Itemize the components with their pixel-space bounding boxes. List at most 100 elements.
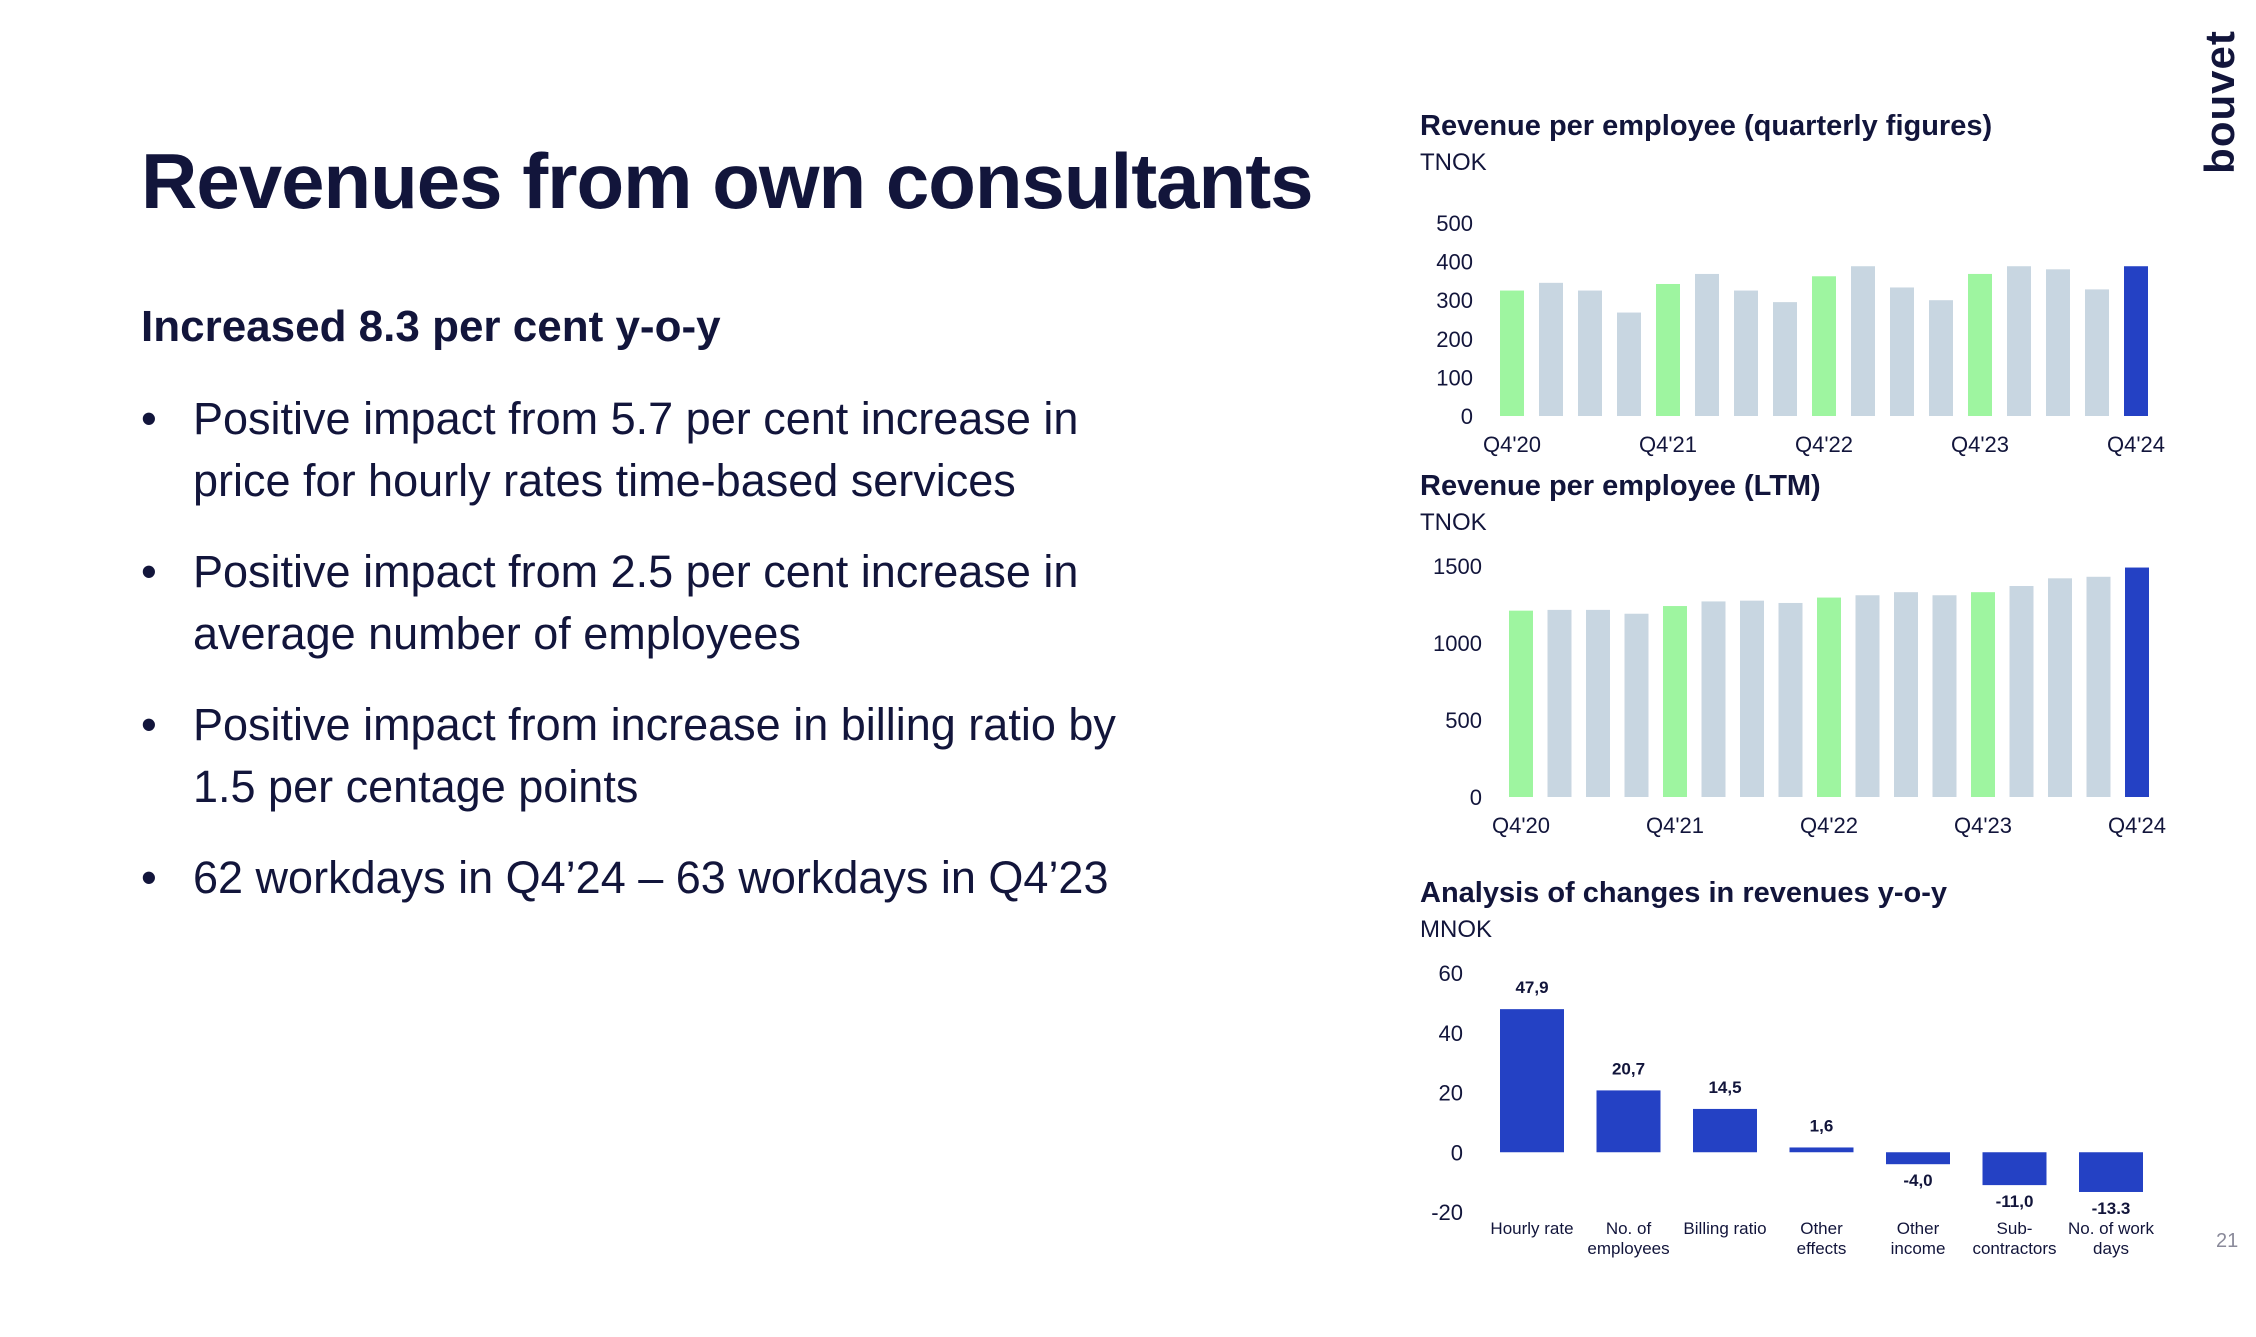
quarterly-bar-chart: 0 100 200 300 400 500 Q4'20 Q4'21 Q4'22 Q4'23 Q4'2… (1436, 211, 2165, 457)
bar (1812, 276, 1836, 416)
data-label: -4,0 (1903, 1171, 1932, 1190)
bullet-item: • Positive impact from increase in billin… (141, 694, 1141, 818)
x-tick-label: Q4'20 (1483, 432, 1541, 457)
x-tick-label: Q4'22 (1800, 813, 1858, 838)
x-tick-label: No. of (1606, 1219, 1652, 1238)
bullet-marker: • (141, 393, 157, 444)
bar (2007, 266, 2031, 416)
ltm-revenue-chart: Revenue per employee (LTM) TNOK 0 500 1000… (1420, 470, 2220, 838)
page-title: Revenues from own consultants (141, 137, 1314, 225)
quarterly-revenue-chart: Revenue per employee (quarterly figures)… (1420, 110, 2220, 457)
bar (1578, 290, 1602, 416)
data-label: 20,7 (1612, 1059, 1645, 1078)
bar (1500, 1009, 1564, 1153)
bar (1693, 1108, 1757, 1153)
bullet-text: 62 workdays in Q4’24 – 63 workdays in Q4… (193, 852, 1109, 903)
y-tick-label: 1000 (1433, 631, 1482, 656)
bar (1734, 290, 1758, 416)
data-label: 14,5 (1708, 1078, 1741, 1097)
change-analysis-bar-chart: -20 0 20 40 60 47,9 Hourly rate 20,7 No. ofemplo… (1431, 961, 2154, 1258)
bar (1894, 592, 1918, 797)
y-tick-label: 0 (1451, 1140, 1463, 1165)
bar (1500, 290, 1524, 416)
y-tick-label: 200 (1436, 327, 1473, 352)
x-tick-label: Q4'21 (1639, 432, 1697, 457)
x-tick-label: Q4'21 (1646, 813, 1704, 838)
x-tick-label: Q4'24 (2108, 813, 2166, 838)
x-tick-label: Q4'22 (1795, 432, 1853, 457)
x-tick-label: Q4'20 (1492, 813, 1550, 838)
bar (2079, 1152, 2143, 1192)
x-tick-label: No. of work (2068, 1219, 2154, 1238)
bar (2009, 586, 2034, 797)
bar (2085, 289, 2109, 416)
bar (1890, 287, 1914, 416)
bar (1586, 609, 1610, 797)
y-tick-label: 0 (1470, 785, 1482, 810)
bar (1932, 595, 1957, 797)
x-tick-label: Sub- (1997, 1219, 2033, 1238)
bar (1789, 1147, 1854, 1153)
bullet-text: Positive impact from 5.7 per cent increa… (193, 393, 1079, 506)
bullet-text: Positive impact from 2.5 per cent increa… (193, 546, 1079, 659)
x-tick-label: Q4'23 (1954, 813, 2012, 838)
chart-unit: TNOK (1420, 509, 1487, 536)
chart-title: Revenue per employee (quarterly figures) (1420, 110, 1993, 142)
bar (1596, 1090, 1661, 1153)
bullet-marker: • (141, 546, 157, 597)
bullet-marker: • (141, 852, 157, 903)
data-label: 47,9 (1515, 978, 1548, 997)
data-label: -11,0 (1996, 1192, 2034, 1211)
y-tick-label: 100 (1436, 365, 1473, 390)
y-tick-label: 1500 (1433, 554, 1482, 579)
x-tick-label: Other (1800, 1219, 1843, 1238)
bar (1817, 597, 1841, 797)
y-tick-label: 500 (1445, 708, 1482, 733)
x-tick-label: effects (1797, 1239, 1847, 1258)
chart-title: Revenue per employee (LTM) (1420, 470, 1821, 502)
bullet-item: • Positive impact from 2.5 per cent incre… (141, 541, 1141, 665)
bullet-text: Positive impact from increase in billing… (193, 699, 1116, 812)
x-tick-label: Other (1897, 1219, 1940, 1238)
bar (1968, 273, 1992, 416)
bar (1971, 592, 1995, 797)
bullet-marker: • (141, 699, 157, 750)
bar (2048, 578, 2072, 797)
y-tick-label: 60 (1439, 961, 1463, 986)
y-tick-label: 300 (1436, 288, 1473, 313)
ltm-bar-chart: 0 500 1000 1500 Q4'20 Q4'21 Q4'22 Q4'23 Q4'24 (1433, 554, 2166, 838)
bar (1851, 266, 1875, 416)
bar (1855, 595, 1880, 797)
bar (1695, 273, 1719, 416)
y-tick-label: 20 (1439, 1081, 1463, 1106)
bar (1617, 312, 1641, 416)
bar (1547, 609, 1572, 797)
x-tick-label: Billing ratio (1683, 1219, 1766, 1238)
bar (1886, 1152, 1950, 1165)
bar (1656, 283, 1680, 416)
bar (1539, 282, 1563, 416)
bullet-item: • 62 workdays in Q4’24 – 63 workdays in Q… (141, 847, 1141, 909)
x-tick-label: Hourly rate (1490, 1219, 1573, 1238)
revenue-bridge-chart: Analysis of changes in revenues y-o-y MN… (1420, 877, 2220, 1258)
bullet-list: • Positive impact from 5.7 per cent incre… (141, 388, 1141, 938)
y-tick-label: 40 (1439, 1021, 1463, 1046)
bar (1740, 600, 1764, 797)
bar (1773, 302, 1797, 416)
data-label: 1,6 (1810, 1116, 1834, 1135)
bar (2046, 269, 2070, 416)
bar (2086, 576, 2111, 797)
subtitle: Increased 8.3 per cent y-o-y (141, 302, 721, 351)
chart-title: Analysis of changes in revenues y-o-y (1420, 877, 1948, 909)
bar (1982, 1152, 2047, 1186)
x-tick-label: employees (1587, 1239, 1669, 1258)
bar (2125, 567, 2149, 797)
x-tick-label: Q4'24 (2107, 432, 2165, 457)
page-number: 21 (2216, 1230, 2239, 1252)
bar (2124, 266, 2148, 416)
x-tick-label: contractors (1972, 1239, 2056, 1258)
bar (1663, 606, 1687, 797)
chart-unit: TNOK (1420, 149, 1487, 176)
x-tick-label: Q4'23 (1951, 432, 2009, 457)
chart-unit: MNOK (1420, 916, 1492, 943)
